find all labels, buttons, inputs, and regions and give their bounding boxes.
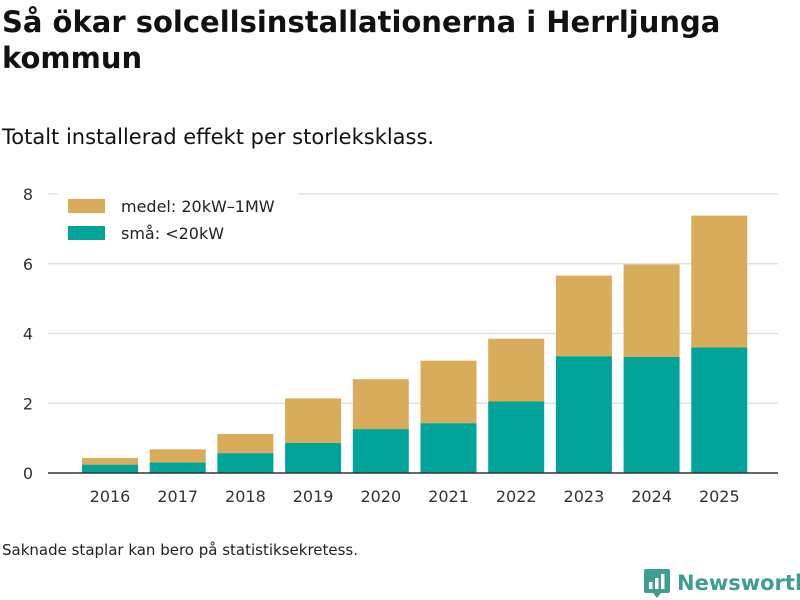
bar-medel: [623, 264, 680, 357]
bar-sma: [82, 464, 138, 473]
bar-medel: [420, 360, 477, 424]
y-tick-label: 2: [23, 394, 33, 413]
footnote: Saknade staplar kan bero på statistiksek…: [2, 541, 359, 559]
bar-sma: [149, 462, 206, 473]
chart-title: Så ökar solcellsinstallationerna i Herrl…: [2, 5, 721, 75]
bar-medel: [82, 458, 138, 465]
bar-sma: [217, 453, 274, 473]
x-tick-label: 2019: [293, 487, 334, 506]
x-tick-label: 2016: [90, 487, 131, 506]
bar-medel: [488, 338, 545, 402]
y-tick-label: 0: [23, 464, 33, 483]
bar-medel: [555, 275, 612, 357]
legend-swatch: [68, 226, 105, 240]
x-tick-label: 2021: [428, 487, 469, 506]
bar-sma: [691, 347, 748, 473]
x-tick-label: 2018: [225, 487, 266, 506]
bar-sma: [285, 443, 342, 473]
x-tick-label: 2025: [699, 487, 740, 506]
bar-medel: [149, 449, 206, 463]
y-tick-label: 8: [23, 185, 33, 204]
x-tick-label: 2020: [360, 487, 401, 506]
bar-medel: [285, 398, 342, 444]
brand-name: Newsworthy: [677, 571, 800, 595]
x-tick-label: 2017: [157, 487, 198, 506]
y-tick-label: 6: [23, 255, 33, 274]
x-tick-label: 2024: [631, 487, 672, 506]
legend-label: medel: 20kW–1MW: [121, 197, 275, 216]
brand-logo: Newsworthy: [643, 566, 800, 600]
newsworthy-logo-icon: [644, 569, 670, 598]
bar-sma: [488, 401, 545, 473]
bar-sma: [623, 356, 680, 473]
bar-medel: [352, 379, 409, 430]
chart-subtitle: Totalt installerad effekt per storlekskl…: [2, 125, 435, 149]
bar-sma: [352, 429, 409, 473]
legend-swatch: [68, 199, 105, 213]
bar-sma: [555, 356, 612, 473]
y-tick-label: 4: [23, 325, 33, 344]
legend-label: små: <20kW: [121, 224, 224, 243]
bar-medel: [691, 215, 748, 348]
bar-sma: [420, 423, 477, 473]
x-tick-label: 2022: [496, 487, 537, 506]
bar-medel: [217, 433, 274, 454]
x-tick-label: 2023: [564, 487, 605, 506]
stacked-bar-chart: 0 2 4 6 8 2016 2017 2018 2019 2020 2021 2022 2023 202…: [23, 185, 778, 506]
